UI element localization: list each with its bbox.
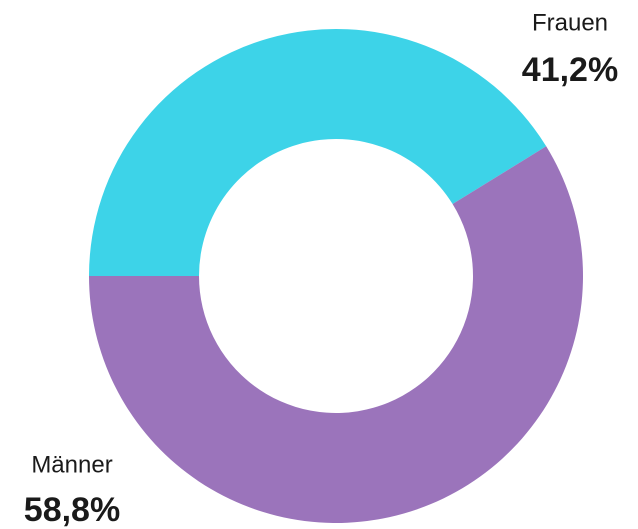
segment-value-label: 41,2% xyxy=(522,51,618,89)
donut-segment xyxy=(89,29,547,277)
donut-segment xyxy=(89,146,583,524)
segment-label: Frauen xyxy=(532,9,608,36)
segment-value-label: 58,8% xyxy=(24,491,120,529)
segment-label: Männer xyxy=(31,451,112,478)
